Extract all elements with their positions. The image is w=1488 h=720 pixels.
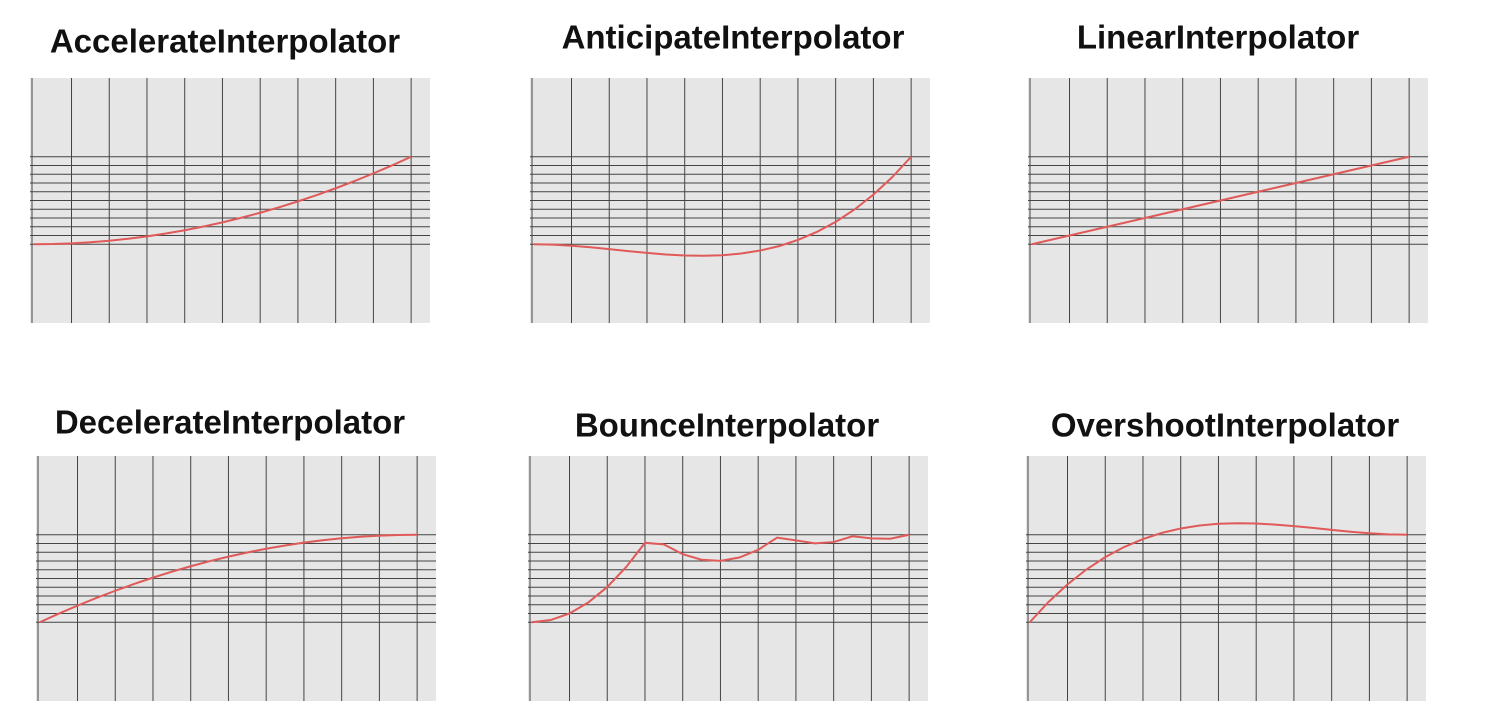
chart-panel: DecelerateInterpolator bbox=[36, 404, 436, 701]
chart-title: BounceInterpolator bbox=[575, 407, 880, 444]
curve bbox=[531, 533, 910, 624]
curve bbox=[1029, 522, 1408, 623]
chart-panel: AnticipateInterpolator bbox=[530, 19, 930, 323]
chart-panel: LinearInterpolator bbox=[1028, 19, 1428, 323]
chart-panel: OvershootInterpolator bbox=[1026, 407, 1426, 701]
chart-title: DecelerateInterpolator bbox=[55, 404, 405, 441]
chart-panel: BounceInterpolator bbox=[528, 407, 928, 701]
chart-title: AnticipateInterpolator bbox=[562, 19, 905, 56]
chart-title: OvershootInterpolator bbox=[1051, 407, 1400, 444]
curve bbox=[533, 156, 912, 257]
curve bbox=[33, 155, 412, 246]
curve bbox=[1031, 155, 1410, 246]
chart-panel: AccelerateInterpolator bbox=[30, 23, 430, 323]
curve bbox=[39, 533, 418, 624]
chart-title: AccelerateInterpolator bbox=[50, 23, 400, 60]
chart-title: LinearInterpolator bbox=[1077, 19, 1360, 56]
